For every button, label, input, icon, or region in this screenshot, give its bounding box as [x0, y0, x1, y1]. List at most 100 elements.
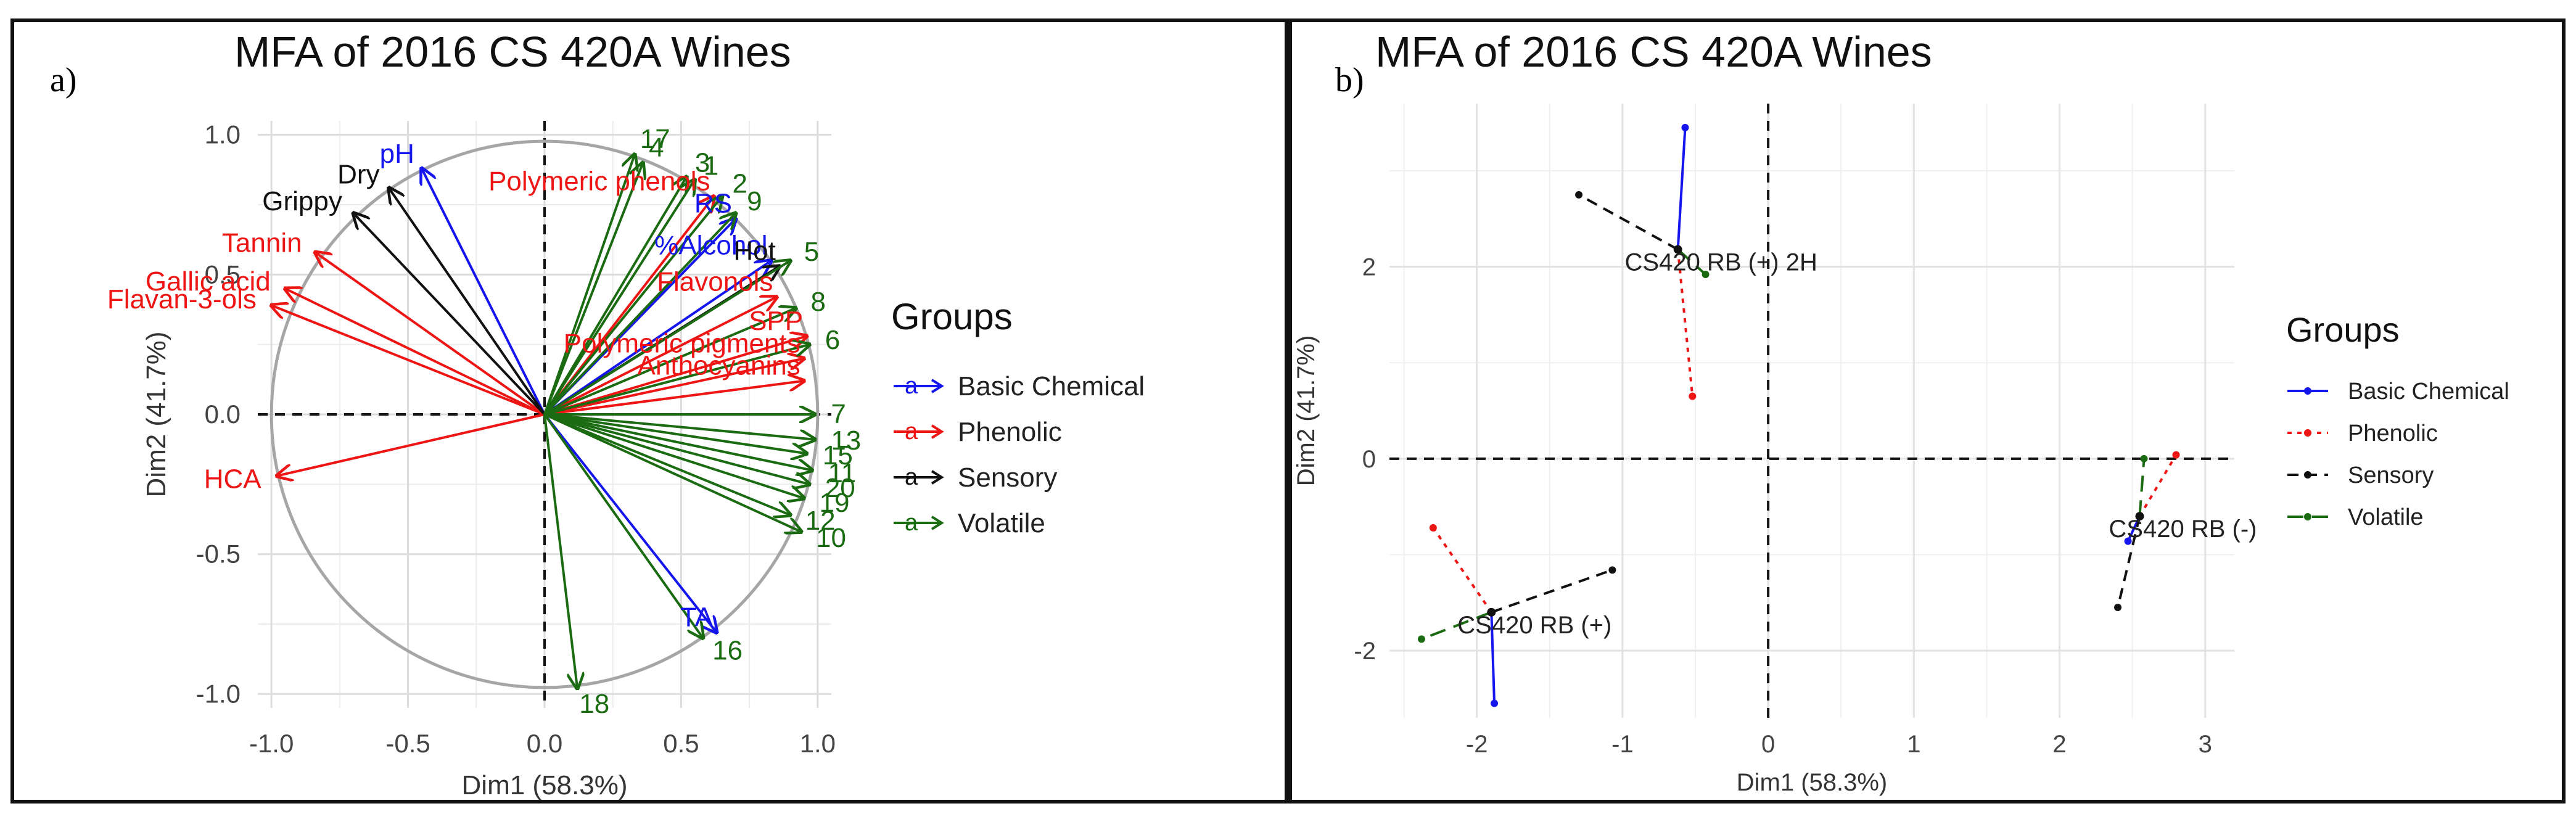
vector-20: [544, 413, 810, 484]
partial-point-volatile: [2140, 454, 2148, 462]
vector-label-hot: Hot: [733, 236, 775, 266]
x-tick-label: 0.5: [663, 729, 699, 758]
vector-label-13: 13: [831, 425, 861, 456]
vector-ta: [543, 413, 717, 633]
partial-segment-volatile: [1677, 249, 1706, 276]
partial-segment-basic-chemical: [1676, 127, 1687, 250]
chart-title: MFA of 2016 CS 420A Wines: [234, 28, 791, 76]
y-tick-label: -1.0: [196, 679, 241, 708]
vector-tannin: [315, 252, 546, 416]
partial-segment-volatile: [1421, 610, 1492, 641]
legend-item-volatile: Volatile: [958, 508, 1045, 538]
legend-key-arrow: [931, 470, 944, 485]
y-tick-label: 1.0: [205, 120, 241, 149]
legend-item-sensory: Sensory: [958, 462, 1057, 493]
axis-ticks: -2 -1 0 1 2 3 -2 0 2: [1354, 254, 2212, 758]
x-tick-label: -1.0: [249, 729, 294, 758]
panel-b: b) MFA of 2016 CS 420A Wines -2 -1 0 1 2 3 -2 0…: [1288, 18, 2566, 804]
partial-point-volatile: [1702, 271, 1710, 279]
y-axis-label: Dim2 (41.7%): [1293, 335, 1320, 487]
vector-label-10: 10: [816, 523, 846, 553]
individual-label: CS420 RB (-): [2109, 516, 2257, 543]
legend-item-phenolic: Phenolic: [2348, 421, 2438, 446]
partial-individuals-chart: b) MFA of 2016 CS 420A Wines -2 -1 0 1 2 3 -2 0…: [1293, 28, 2509, 796]
vector-19: [544, 413, 804, 498]
vector-9: [543, 213, 736, 416]
vector-12: [544, 413, 791, 515]
vector-label-flavonols: Flavonols: [657, 267, 773, 297]
vector-label-3: 3: [695, 147, 710, 178]
vector-label-ph: pH: [380, 139, 414, 169]
vector-flavonols: [544, 297, 776, 416]
y-tick-label: 2: [1362, 254, 1376, 281]
vector-label-8: 8: [810, 287, 825, 317]
partial-segment-sensory: [1578, 194, 1679, 251]
legend-key-glyph: a: [905, 510, 918, 536]
vector-label-19: 19: [820, 488, 850, 518]
individual-points: CS420 RB (+) 2H CS420 RB (+) CS420 RB (-): [1417, 123, 2257, 707]
legend-item-sensory: Sensory: [2348, 462, 2434, 488]
vector-flavan-3-ols: [271, 305, 545, 416]
partial-segment-volatile: [2138, 458, 2146, 517]
panel-label: a): [50, 61, 77, 99]
legend-key-glyph: a: [905, 419, 918, 445]
vector-label-polymeric-phenols: Polymeric phenols: [488, 166, 710, 196]
vector-label-tannin: Tannin: [222, 228, 302, 258]
x-axis-label: Dim1 (58.3%): [1737, 769, 1888, 796]
partial-segment-phenolic: [2138, 454, 2178, 517]
x-tick-label: -0.5: [385, 729, 430, 758]
x-tick-label: 0.0: [527, 729, 562, 758]
vector-1: [543, 179, 695, 416]
partial-point-volatile: [1417, 635, 1425, 643]
vector-18: [543, 414, 577, 688]
legend-title: Groups: [891, 296, 1013, 337]
vector-ph: [422, 168, 546, 415]
partial-point-basic-chemical: [1491, 699, 1499, 707]
y-tick-label: 0.0: [205, 400, 241, 429]
y-tick-label: 0.5: [205, 260, 241, 289]
vector-polymeric-pigments: [544, 358, 804, 416]
vector-label-grippy: Grippy: [262, 186, 342, 216]
x-tick-label: -1: [1611, 731, 1634, 758]
unit-circle: [270, 139, 820, 689]
vector-17: [543, 154, 635, 415]
vector-label-2: 2: [733, 168, 747, 199]
partial-segment-basic-chemical: [1490, 612, 1496, 704]
x-axis-label: Dim1 (58.3%): [462, 770, 628, 800]
vector-label-11: 11: [828, 458, 856, 488]
x-tick-label: 2: [2052, 731, 2066, 758]
legend-key-point: [2304, 387, 2311, 395]
vector-hca: [277, 413, 545, 476]
vector-label-polymeric-pigments: Polymeric pigments: [564, 328, 800, 358]
vector-label-hca: HCA: [204, 464, 262, 494]
vector-label-12: 12: [805, 506, 836, 536]
vector-11: [544, 413, 812, 471]
legend-key-arrow: [931, 379, 944, 393]
variable-vectors: pH RS %Alcohol TA Tannin Gallic acidFlavan-3-…: [107, 124, 861, 719]
legend: Groups Basic Chemical Phenolic Sensory Vola…: [2286, 310, 2509, 530]
partial-point-sensory: [1608, 566, 1616, 574]
vector-label-spp: SPP: [749, 306, 803, 336]
x-tick-label: -2: [1466, 731, 1488, 758]
vector-label-15: 15: [823, 440, 853, 471]
vector-2: [543, 196, 722, 416]
vector-15: [544, 413, 807, 453]
partial-point-basic-chemical: [1681, 123, 1689, 131]
vector-label-7: 7: [831, 399, 846, 429]
legend-key-arrow: [931, 516, 944, 530]
partial-point-basic-chemical: [2124, 537, 2132, 545]
panel-label: b): [1335, 61, 1364, 99]
legend-title: Groups: [2286, 310, 2400, 349]
vector-grippy: [353, 213, 546, 416]
vector-label-20: 20: [825, 473, 855, 503]
vector-label-gallic-acid: Gallic acid: [146, 266, 271, 297]
partial-point-sensory: [1575, 191, 1583, 199]
legend-item-basic-chemical: Basic Chemical: [958, 371, 1145, 401]
x-tick-label: 1.0: [800, 729, 836, 758]
legend-key-point: [2304, 513, 2311, 520]
partial-segment-sensory: [1491, 569, 1613, 614]
partial-segment-sensory: [2117, 516, 2141, 608]
vector-label-5: 5: [804, 237, 819, 267]
vector-5: [543, 261, 791, 416]
partial-point-phenolic: [1429, 524, 1437, 532]
